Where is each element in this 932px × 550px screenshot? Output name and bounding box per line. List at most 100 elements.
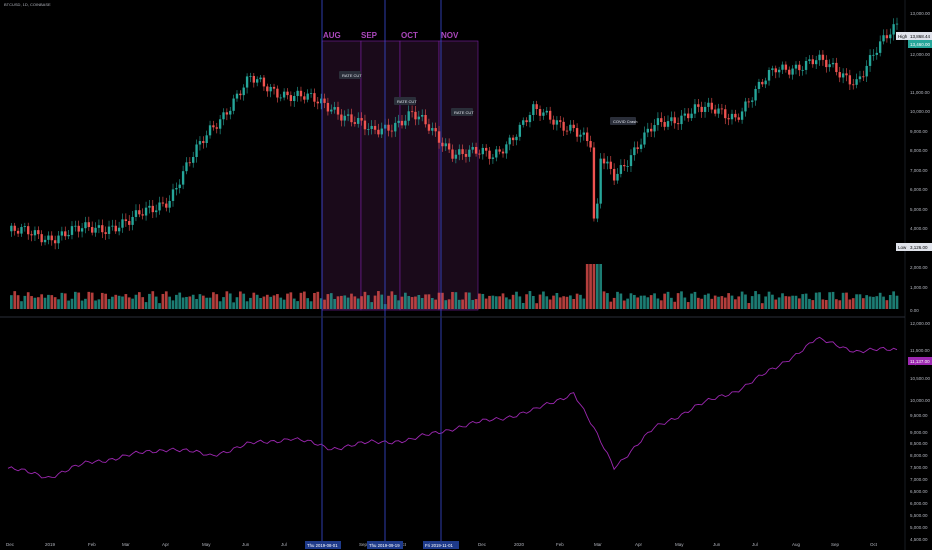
volume-bar (117, 295, 121, 309)
candle-body (111, 225, 114, 227)
volume-bar (525, 294, 528, 309)
volume-bar (151, 291, 155, 309)
svg-text:RATE CUT: RATE CUT (342, 73, 362, 78)
candle-body (478, 153, 481, 155)
volume-bar (461, 299, 464, 309)
candle-body (707, 102, 710, 107)
volume-bar (427, 294, 431, 309)
volume-bar (424, 294, 427, 309)
volume-bar (747, 303, 751, 309)
volume-bar (148, 293, 151, 309)
month-band (321, 40, 362, 311)
volume-bar (484, 298, 488, 309)
candle-body (831, 62, 835, 65)
candle-body (306, 93, 309, 100)
candle-body (272, 86, 276, 89)
time-label: 2020 (514, 542, 525, 547)
month-band (399, 40, 440, 311)
volume-bar (481, 293, 485, 309)
candle-body (875, 52, 878, 55)
candle-body (788, 69, 791, 75)
volume-bar (198, 294, 202, 309)
volume-bar (717, 296, 720, 309)
volume-bar (441, 292, 444, 309)
volume-bar (124, 294, 128, 309)
volume-bar (326, 294, 330, 309)
volume-bar (13, 291, 17, 309)
volume-bar (552, 295, 555, 309)
volume-bar (343, 295, 347, 309)
time-label: Sep (831, 542, 840, 547)
candle-body (841, 73, 845, 78)
time-label: 2019 (45, 542, 56, 547)
candle-body (727, 118, 730, 120)
volume-bar (222, 297, 225, 309)
candle-body (592, 147, 596, 219)
candle-body (680, 115, 683, 125)
candle-body (821, 54, 825, 60)
volume-bar (329, 293, 333, 309)
volume-bar (33, 297, 37, 309)
candle-body (80, 228, 84, 232)
volume-bar (171, 300, 175, 309)
candle-body (838, 72, 841, 78)
candle-body (114, 225, 117, 232)
candle-body (488, 150, 491, 159)
volume-bar (127, 297, 131, 309)
time-label: Sep (359, 542, 368, 547)
volume-bar (868, 296, 872, 309)
volume-bar (404, 292, 407, 309)
volume-bar (40, 294, 44, 309)
volume-bar (387, 295, 390, 309)
candle-body (417, 116, 421, 120)
candle-body (249, 75, 252, 77)
candle-body (87, 222, 90, 228)
volume-bar (511, 294, 515, 309)
candle-body (458, 149, 461, 155)
volume-bar (538, 294, 542, 309)
candle-body (747, 101, 751, 103)
candle-body (508, 137, 511, 145)
candle-body (646, 128, 649, 133)
index-tick: 6,000.00 (910, 501, 928, 506)
volume-bar (43, 297, 47, 309)
candle-body (848, 75, 852, 85)
volume-bar (535, 303, 539, 309)
month-label-aug: AUG (323, 31, 341, 40)
time-label: Jun (242, 542, 250, 547)
candle-body (582, 132, 586, 135)
volume-bar (323, 299, 326, 309)
volume-bar (686, 302, 690, 309)
volume-bar (531, 295, 535, 309)
candle-body (804, 60, 808, 70)
volume-bar (838, 300, 842, 309)
volume-bar (181, 297, 185, 309)
candle-body (545, 110, 548, 113)
candle-body (872, 54, 875, 56)
candle-body (882, 35, 885, 42)
index-tick: 5,000.00 (910, 525, 928, 530)
candle-body (141, 214, 144, 216)
volume-bar (50, 295, 54, 309)
volume-bar (602, 291, 606, 309)
volume-bar (599, 264, 603, 309)
candle-body (16, 230, 20, 234)
candle-body (165, 203, 168, 208)
candle-body (586, 132, 589, 142)
volume-bar (626, 298, 629, 309)
candle-body (377, 129, 380, 135)
volume-bar (797, 298, 801, 309)
time-label: Dec (478, 542, 487, 547)
annotation-covid-crash: COVID Crash (610, 117, 637, 125)
volume-bar (690, 293, 693, 309)
candle-body (690, 113, 693, 119)
volume-bar (659, 300, 663, 309)
candle-body (878, 41, 882, 53)
candle-body (845, 73, 848, 76)
candle-body (781, 64, 784, 70)
candle-body (333, 107, 336, 110)
volume-bar (703, 294, 707, 309)
volume-bar (565, 296, 569, 309)
volume-bar (558, 297, 562, 309)
price-tick: 9,000.00 (910, 129, 928, 134)
